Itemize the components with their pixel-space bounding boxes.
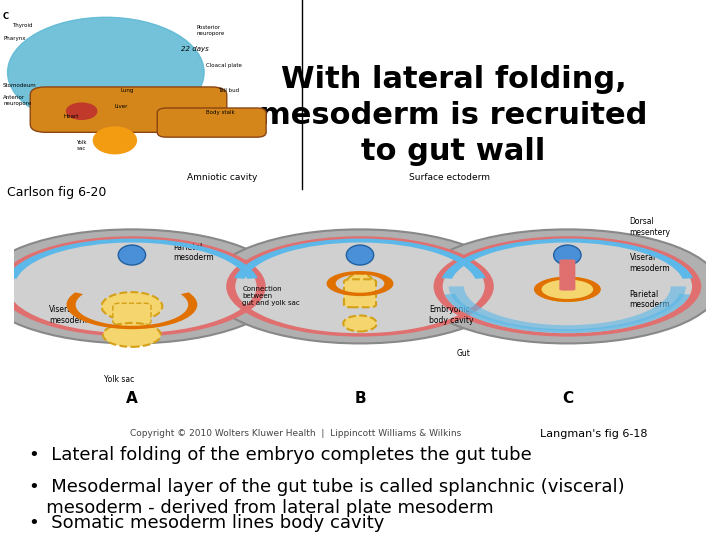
Ellipse shape	[103, 323, 161, 347]
Circle shape	[415, 230, 719, 343]
Wedge shape	[6, 239, 258, 279]
Ellipse shape	[346, 245, 374, 265]
Ellipse shape	[343, 315, 377, 332]
Text: B: B	[354, 391, 366, 406]
Text: Viseral
mesoderm: Viseral mesoderm	[629, 253, 670, 273]
Circle shape	[537, 278, 598, 301]
Text: Pharynx: Pharynx	[3, 36, 25, 41]
Text: Surface ectoderm: Surface ectoderm	[410, 173, 490, 182]
Text: Viseral
mesoderm: Viseral mesoderm	[49, 305, 89, 325]
Ellipse shape	[7, 17, 204, 127]
Text: •  Mesodermal layer of the gut tube is called splanchnic (visceral)
   mesoderm : • Mesodermal layer of the gut tube is ca…	[29, 478, 624, 517]
Text: Tail bud: Tail bud	[217, 88, 239, 93]
Wedge shape	[66, 292, 197, 329]
Ellipse shape	[554, 245, 581, 265]
Text: Connection
between
gut and yolk sac: Connection between gut and yolk sac	[243, 286, 300, 306]
Text: Gut: Gut	[456, 349, 471, 359]
Text: Cloacal plate: Cloacal plate	[206, 64, 241, 69]
Wedge shape	[433, 236, 701, 336]
Text: •  Somatic mesoderm lines body cavity: • Somatic mesoderm lines body cavity	[29, 514, 384, 532]
Text: Parietal
mesoderm: Parietal mesoderm	[174, 243, 214, 262]
Ellipse shape	[66, 103, 96, 119]
FancyBboxPatch shape	[30, 87, 227, 132]
Wedge shape	[234, 239, 486, 279]
Text: Body stalk: Body stalk	[206, 111, 235, 116]
Text: Lung: Lung	[121, 88, 135, 93]
Circle shape	[0, 230, 284, 343]
Wedge shape	[444, 294, 690, 333]
Circle shape	[438, 238, 697, 335]
Text: Yolk sac: Yolk sac	[104, 375, 135, 384]
FancyBboxPatch shape	[559, 259, 575, 291]
Wedge shape	[534, 276, 600, 302]
Text: Stomodeum: Stomodeum	[3, 83, 37, 88]
Ellipse shape	[94, 127, 136, 153]
Text: A: A	[126, 391, 138, 406]
Wedge shape	[226, 236, 494, 336]
Text: C: C	[562, 391, 573, 406]
Wedge shape	[327, 271, 393, 296]
Text: Yolk
sac: Yolk sac	[76, 140, 87, 151]
Text: Heart: Heart	[63, 114, 79, 119]
Text: Amniotic cavity: Amniotic cavity	[186, 173, 257, 182]
Wedge shape	[441, 239, 693, 279]
Wedge shape	[449, 286, 686, 331]
Text: Anterior
neuropore: Anterior neuropore	[3, 96, 31, 106]
Text: 22 days: 22 days	[181, 46, 210, 52]
Circle shape	[3, 238, 261, 335]
FancyBboxPatch shape	[157, 108, 266, 137]
Circle shape	[230, 238, 490, 335]
Text: Posterior
neuropore: Posterior neuropore	[197, 25, 225, 36]
Text: With lateral folding,
mesoderm is recruited
to gut wall: With lateral folding, mesoderm is recrui…	[259, 65, 648, 166]
Text: Embryonic
body cavity: Embryonic body cavity	[429, 305, 474, 325]
Text: •  Lateral folding of the embryo completes the gut tube: • Lateral folding of the embryo complete…	[29, 446, 531, 463]
Text: C: C	[3, 12, 9, 21]
Text: Liver: Liver	[115, 104, 128, 109]
FancyBboxPatch shape	[113, 303, 151, 325]
Text: Dorsal
mesentery: Dorsal mesentery	[629, 217, 670, 237]
Circle shape	[208, 230, 512, 343]
Text: Thyroid: Thyroid	[12, 23, 32, 28]
Ellipse shape	[346, 274, 374, 294]
Ellipse shape	[118, 245, 145, 265]
FancyBboxPatch shape	[344, 279, 376, 307]
Ellipse shape	[102, 292, 162, 321]
Text: Langman's fig 6-18: Langman's fig 6-18	[540, 429, 647, 440]
Text: Parietal
mesoderm: Parietal mesoderm	[629, 290, 670, 309]
Text: Carlson fig 6-20: Carlson fig 6-20	[7, 186, 107, 199]
Wedge shape	[0, 236, 266, 336]
Text: Copyright © 2010 Wolters Kluwer Health  |  Lippincott Williams & Wilkins: Copyright © 2010 Wolters Kluwer Health |…	[130, 429, 461, 438]
